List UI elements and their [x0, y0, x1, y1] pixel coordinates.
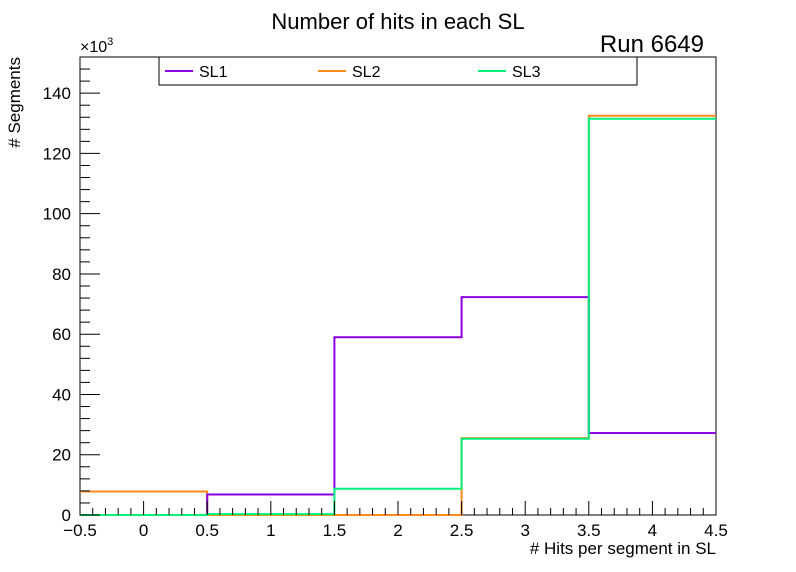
- legend-label: SL2: [352, 64, 381, 81]
- series-line-sl2: [80, 114, 716, 516]
- y-tick-label: 20: [52, 446, 71, 465]
- y-tick-label: 80: [52, 265, 71, 284]
- y-tick-label: 0: [62, 506, 71, 525]
- x-tick-label: 0: [139, 521, 148, 540]
- x-tick-label: −0.5: [63, 521, 97, 540]
- legend-entry-sl3: SL3: [478, 64, 541, 81]
- chart-title: Number of hits in each SL: [271, 9, 524, 34]
- y-axis-label: # Segments: [5, 57, 24, 148]
- legend-entry-sl1: SL1: [165, 64, 228, 81]
- x-tick-label: 2: [393, 521, 402, 540]
- legend-entries: SL1 SL2 SL3: [165, 64, 541, 81]
- x-tick-label: 1: [266, 521, 275, 540]
- y-tick-label: 120: [43, 144, 71, 163]
- plot-frame: [79, 56, 717, 516]
- legend-label: SL3: [512, 64, 541, 81]
- y-tick-label: 40: [52, 385, 71, 404]
- legend-box: [158, 56, 638, 86]
- y-axis: 0 20 40 60 80 100 120 140: [43, 68, 100, 525]
- x-tick-label: 3: [520, 521, 529, 540]
- legend-entry-sl2: SL2: [318, 64, 381, 81]
- x-tick-label: 2.5: [450, 521, 474, 540]
- y-tick-label: 100: [43, 205, 71, 224]
- series-line-sl1: [80, 296, 716, 516]
- legend: SL1 SL2 SL3: [158, 56, 638, 86]
- x-axis: −0.5 0 0.5 1 1.5 2 2.5 3 3.5 4 4.5: [63, 501, 728, 540]
- y-exponent-label: ×103: [80, 36, 113, 56]
- y-exponent-power: 3: [107, 36, 113, 48]
- series-layer: [80, 114, 716, 516]
- run-annotation: Run 6649: [600, 31, 704, 58]
- legend-label: SL1: [199, 64, 228, 81]
- x-tick-label: 1.5: [323, 521, 347, 540]
- y-exponent-base: ×10: [80, 39, 107, 56]
- x-axis-label: # Hits per segment in SL: [530, 539, 716, 558]
- x-tick-label: 0.5: [195, 521, 219, 540]
- y-tick-label: 60: [52, 325, 71, 344]
- series-line-sl3: [80, 117, 716, 516]
- x-tick-label: 4.5: [704, 521, 728, 540]
- x-tick-label: 3.5: [577, 521, 601, 540]
- x-tick-label: 4: [648, 521, 657, 540]
- y-tick-label: 140: [43, 84, 71, 103]
